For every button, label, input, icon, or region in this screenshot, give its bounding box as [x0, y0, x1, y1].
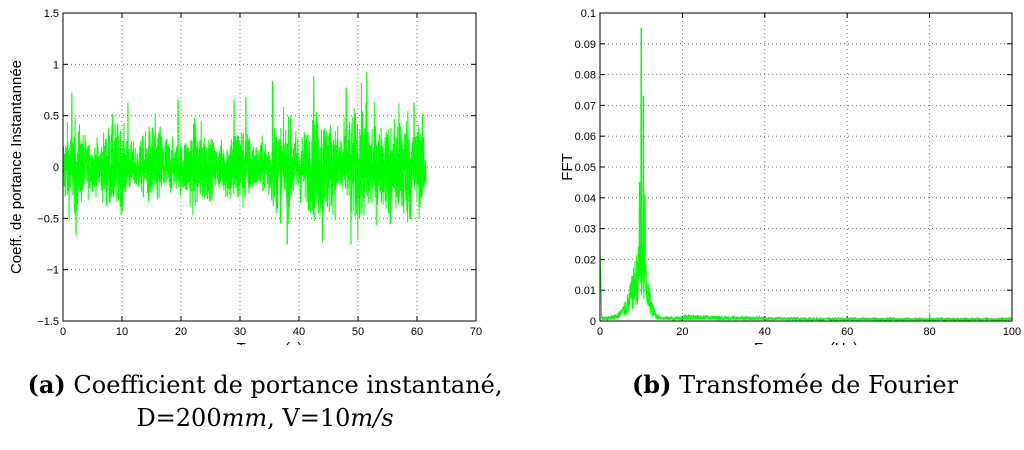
caption-a: (a) Coefficient de portance instantané, … — [0, 368, 530, 435]
a-xtick-label: 70 — [470, 326, 482, 338]
b-ytick-label: 0 — [590, 316, 596, 328]
b-ytick-label: 0.03 — [575, 224, 596, 236]
a-xtick-label: 60 — [411, 326, 423, 338]
b-xtick-label: 100 — [1003, 326, 1021, 338]
a-ytick-label: −1 — [46, 265, 59, 277]
b-ytick-label: 0.1 — [581, 8, 596, 20]
caption-a-text: Coefficient de portance instantané, — [73, 371, 503, 399]
b-plot-area — [600, 13, 1012, 321]
caption-a-d-unit: mm — [221, 404, 268, 432]
a-ytick-label: 0.5 — [44, 111, 59, 123]
caption-a-v: , V=10 — [267, 404, 351, 432]
fft-chart: 0 20 40 60 80 100 0 0.01 0.02 0.03 0.04 0.05 0.06 0.0… — [559, 8, 1021, 345]
b-ytick-label: 0.02 — [575, 254, 596, 266]
b-xtick-label: 80 — [923, 326, 935, 338]
b-ytick-label: 0.01 — [575, 285, 596, 297]
b-xlabel: Frequence (Hz) — [754, 340, 858, 345]
b-xtick-label: 60 — [841, 326, 853, 338]
a-xtick-label: 0 — [60, 326, 66, 338]
a-ytick-label: 0 — [53, 162, 59, 174]
a-xtick-label: 10 — [116, 326, 128, 338]
b-ylabel: FFT — [559, 153, 576, 181]
a-xtick-label: 40 — [293, 326, 305, 338]
a-xtick-label: 30 — [234, 326, 246, 338]
b-frame — [599, 12, 1013, 322]
caption-b-tag: (b) — [631, 370, 672, 399]
b-xtick-label: 0 — [597, 326, 603, 338]
a-ytick-label: 1.5 — [44, 8, 59, 20]
a-xlabel: Temps (s) — [237, 340, 303, 345]
a-series-line — [62, 72, 427, 245]
a-xtick-label: 20 — [175, 326, 187, 338]
b-ytick-label: 0.09 — [575, 39, 596, 51]
lift-coefficient-chart: 0 10 20 30 40 50 60 70 −1.5 −1 −0.5 0 0.5 1 1.5 Temps (… — [8, 8, 482, 345]
b-series-line — [599, 27, 1013, 323]
a-xtick-label: 50 — [352, 326, 364, 338]
b-ytick-label: 0.07 — [575, 100, 596, 112]
a-ylabel: Coeff. de portance Instantannée — [8, 60, 25, 274]
caption-a-d: D=200 — [136, 404, 222, 432]
a-frame — [62, 12, 477, 322]
a-ytick-label: 1 — [53, 59, 59, 71]
a-ytick-label: −0.5 — [37, 213, 59, 225]
a-ytick-label: −1.5 — [37, 316, 59, 328]
b-xtick-label: 20 — [676, 326, 688, 338]
b-ytick-label: 0.08 — [575, 70, 596, 82]
b-ytick-label: 0.06 — [575, 131, 596, 143]
caption-a-tag: (a) — [27, 370, 66, 399]
caption-b: (b) Transfomée de Fourier — [570, 368, 1020, 402]
b-ytick-label: 0.05 — [575, 162, 596, 174]
b-ytick-label: 0.04 — [575, 193, 596, 205]
caption-a-v-unit: m/s — [350, 404, 394, 432]
caption-b-text: Transfomée de Fourier — [679, 371, 959, 399]
b-xtick-label: 40 — [759, 326, 771, 338]
